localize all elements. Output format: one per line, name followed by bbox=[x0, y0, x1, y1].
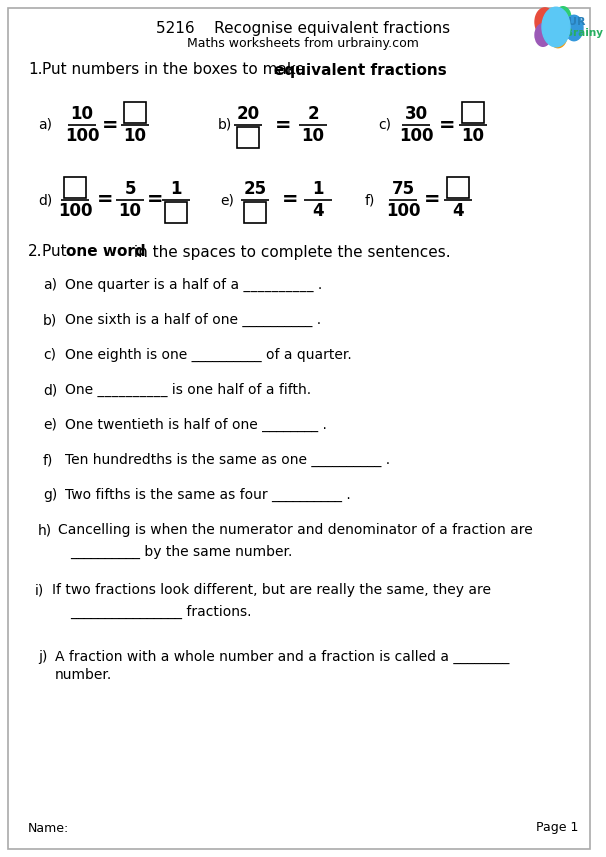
Text: 10: 10 bbox=[302, 127, 324, 145]
Text: g): g) bbox=[43, 488, 57, 502]
Text: One __________ is one half of a fifth.: One __________ is one half of a fifth. bbox=[65, 383, 311, 397]
Text: A fraction with a whole number and a fraction is called a ________: A fraction with a whole number and a fra… bbox=[55, 650, 510, 664]
Text: If two fractions look different, but are really the same, they are: If two fractions look different, but are… bbox=[52, 583, 491, 597]
Text: equivalent fractions: equivalent fractions bbox=[274, 63, 447, 77]
Text: f): f) bbox=[365, 193, 375, 207]
Circle shape bbox=[535, 8, 555, 36]
Text: i): i) bbox=[35, 583, 44, 597]
Circle shape bbox=[549, 22, 567, 48]
Text: f): f) bbox=[43, 453, 53, 467]
Bar bbox=[244, 202, 266, 223]
Text: a): a) bbox=[38, 118, 52, 132]
Text: One quarter is a half of a __________ .: One quarter is a half of a __________ . bbox=[65, 278, 322, 292]
Text: h): h) bbox=[38, 523, 52, 537]
Bar bbox=[447, 177, 469, 198]
Text: =: = bbox=[97, 190, 113, 209]
Text: Ten hundredths is the same as one __________ .: Ten hundredths is the same as one ______… bbox=[65, 453, 390, 467]
Text: 10: 10 bbox=[462, 127, 485, 145]
Text: .: . bbox=[420, 63, 425, 77]
Text: 75: 75 bbox=[391, 180, 415, 198]
Text: ________________ fractions.: ________________ fractions. bbox=[70, 605, 251, 619]
Text: 100: 100 bbox=[399, 127, 433, 145]
Text: one word: one word bbox=[66, 244, 145, 260]
Bar bbox=[165, 202, 187, 223]
Text: 30: 30 bbox=[404, 105, 428, 123]
Text: =: = bbox=[275, 116, 291, 135]
Text: =: = bbox=[424, 190, 440, 209]
Text: 10: 10 bbox=[70, 105, 93, 123]
Circle shape bbox=[542, 7, 570, 47]
Text: One sixth is a half of one __________ .: One sixth is a half of one __________ . bbox=[65, 313, 321, 327]
Text: One twentieth is half of one ________ .: One twentieth is half of one ________ . bbox=[65, 418, 327, 432]
Bar bbox=[237, 127, 259, 148]
Text: Brainy: Brainy bbox=[565, 28, 603, 38]
Text: =: = bbox=[102, 116, 118, 135]
Text: Page 1: Page 1 bbox=[536, 822, 578, 835]
Text: UR: UR bbox=[568, 17, 585, 27]
Bar bbox=[64, 177, 86, 198]
Text: Two fifths is the same as four __________ .: Two fifths is the same as four _________… bbox=[65, 488, 351, 502]
Text: a): a) bbox=[43, 278, 57, 292]
Text: Maths worksheets from urbrainy.com: Maths worksheets from urbrainy.com bbox=[187, 38, 419, 51]
Text: 25: 25 bbox=[244, 180, 267, 198]
Text: number.: number. bbox=[55, 668, 112, 682]
Text: One eighth is one __________ of a quarter.: One eighth is one __________ of a quarte… bbox=[65, 348, 351, 362]
Text: =: = bbox=[439, 116, 455, 135]
Text: e): e) bbox=[43, 418, 57, 432]
Bar bbox=[124, 102, 146, 123]
Text: 1: 1 bbox=[312, 180, 324, 198]
Text: e): e) bbox=[220, 193, 234, 207]
Text: 5: 5 bbox=[124, 180, 136, 198]
Circle shape bbox=[535, 24, 551, 46]
Text: 100: 100 bbox=[65, 127, 99, 145]
Text: 4: 4 bbox=[312, 202, 324, 220]
Text: 4: 4 bbox=[452, 202, 464, 220]
Text: in the spaces to complete the sentences.: in the spaces to complete the sentences. bbox=[129, 244, 451, 260]
Text: __________ by the same number.: __________ by the same number. bbox=[70, 545, 292, 559]
Text: c): c) bbox=[43, 348, 56, 362]
Text: Put numbers in the boxes to make: Put numbers in the boxes to make bbox=[42, 63, 310, 77]
Text: 2.: 2. bbox=[28, 244, 42, 260]
Text: 10: 10 bbox=[124, 127, 147, 145]
Text: b): b) bbox=[218, 118, 232, 132]
Text: Put: Put bbox=[42, 244, 72, 260]
Text: Name:: Name: bbox=[28, 822, 69, 835]
Text: 100: 100 bbox=[386, 202, 420, 220]
Text: 20: 20 bbox=[236, 105, 259, 123]
Text: b): b) bbox=[43, 313, 57, 327]
Text: 2: 2 bbox=[307, 105, 319, 123]
Circle shape bbox=[565, 15, 583, 41]
Text: j): j) bbox=[38, 650, 47, 664]
Text: c): c) bbox=[378, 118, 391, 132]
Text: 100: 100 bbox=[58, 202, 92, 220]
Text: d): d) bbox=[38, 193, 52, 207]
Text: Cancelling is when the numerator and denominator of a fraction are: Cancelling is when the numerator and den… bbox=[58, 523, 533, 537]
Text: 10: 10 bbox=[119, 202, 141, 220]
Text: 5216    Recognise equivalent fractions: 5216 Recognise equivalent fractions bbox=[156, 21, 450, 35]
Bar bbox=[462, 102, 484, 123]
Text: =: = bbox=[147, 190, 163, 209]
Circle shape bbox=[555, 7, 571, 29]
Text: 1.: 1. bbox=[28, 63, 42, 77]
Text: =: = bbox=[282, 190, 298, 209]
Text: 1: 1 bbox=[170, 180, 182, 198]
Text: d): d) bbox=[43, 383, 57, 397]
